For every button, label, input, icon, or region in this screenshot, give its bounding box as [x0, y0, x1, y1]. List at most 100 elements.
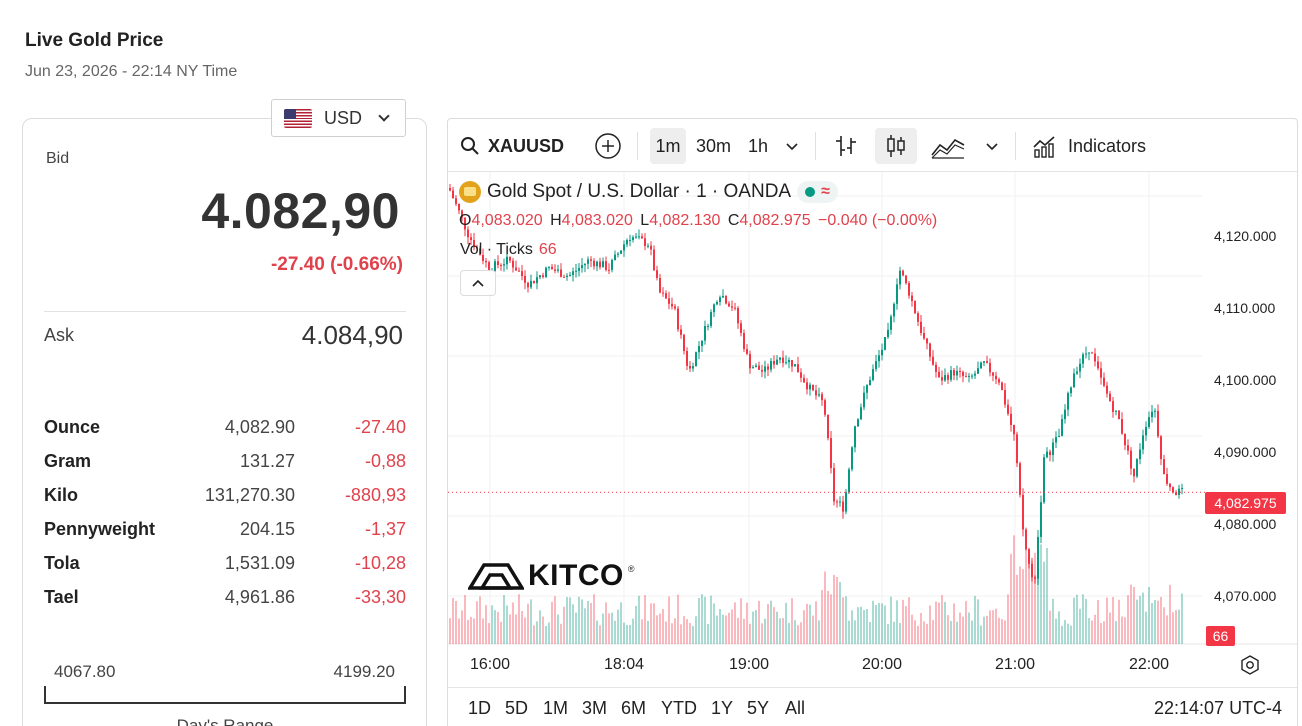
price-tick: 4,110.000 — [1214, 300, 1276, 316]
candle — [890, 316, 892, 330]
ohlc-values: O4,083.020 H4,083.020 L4,082.130 C4,082.… — [459, 212, 937, 230]
volume-bar — [1142, 592, 1144, 644]
price-tick: 4,120.000 — [1214, 228, 1277, 244]
volume-bar — [1055, 618, 1057, 644]
candle — [1016, 434, 1018, 464]
volume-bar — [758, 600, 760, 644]
candle — [1142, 435, 1144, 450]
candle — [572, 271, 574, 275]
candle — [722, 295, 724, 298]
volume-bar — [872, 600, 874, 644]
volume-bar — [491, 605, 493, 644]
interval-1m[interactable]: 1m — [650, 128, 686, 164]
candle — [962, 371, 964, 377]
volume-bar — [1049, 610, 1051, 644]
candle — [974, 373, 976, 376]
candles-style-button[interactable] — [875, 128, 917, 164]
compare-button[interactable] — [594, 128, 622, 164]
range-6m[interactable]: 6M — [621, 698, 647, 718]
candle — [659, 277, 661, 293]
volume-bar — [467, 619, 469, 644]
price-tick: 4,100.000 — [1214, 372, 1277, 388]
candle — [950, 370, 952, 380]
range-5d[interactable]: 5D — [505, 698, 529, 718]
candle — [830, 438, 832, 469]
candle — [605, 261, 607, 270]
candle — [797, 364, 799, 373]
unit-price-table: Ounce 4,082.90 -27.40 Gram 131.27 -0,88 … — [44, 410, 406, 614]
interval-1h[interactable]: 1h — [748, 135, 769, 156]
volume-bar — [917, 625, 919, 644]
volume-bar — [1109, 612, 1111, 644]
volume-bar — [656, 615, 658, 644]
market-status-pill[interactable]: ≈ — [797, 181, 838, 203]
volume-tag: 66 — [1206, 626, 1235, 646]
range-all[interactable]: All — [785, 698, 806, 718]
range-1d[interactable]: 1D — [468, 698, 492, 718]
candle — [1064, 409, 1066, 420]
candle — [1037, 536, 1039, 579]
high-value: 4,083.020 — [561, 212, 633, 229]
volume-bar — [635, 605, 637, 644]
volume-bar — [887, 624, 889, 644]
volume-bar — [539, 610, 541, 644]
volume-bar — [719, 608, 721, 644]
candle — [755, 365, 757, 368]
candle — [452, 190, 454, 199]
unit-name: Ounce — [44, 416, 101, 437]
candle — [653, 249, 655, 271]
wave-icon: ≈ — [821, 183, 830, 200]
volume-bar — [866, 609, 868, 644]
candle — [1124, 433, 1126, 446]
currency-label: USD — [324, 107, 363, 128]
volume-bar — [605, 602, 607, 644]
candle — [965, 376, 967, 378]
indicators-button[interactable]: Indicators — [1032, 128, 1146, 164]
volume-bar — [632, 618, 634, 644]
candle — [1097, 361, 1099, 369]
bid-label: Bid — [46, 150, 70, 167]
volume-bar — [575, 612, 577, 644]
candle — [857, 419, 859, 427]
candle — [818, 394, 820, 396]
chart-type-dropdown[interactable] — [984, 128, 1000, 164]
candle — [530, 280, 532, 288]
volume-bar — [890, 596, 892, 644]
collapse-legend-button[interactable] — [460, 270, 496, 296]
range-3m[interactable]: 3M — [582, 698, 608, 718]
currency-select[interactable]: USD — [271, 99, 406, 137]
bid-change: -27.40 (-0.66%) — [270, 254, 403, 275]
candle — [743, 333, 745, 350]
range-ytd[interactable]: YTD — [661, 698, 697, 718]
candle — [914, 301, 916, 314]
volume-bar — [665, 621, 667, 644]
area-style-button[interactable] — [931, 128, 965, 164]
interval-30m[interactable]: 30m — [696, 135, 732, 156]
candle — [1109, 393, 1111, 402]
candle — [788, 360, 790, 363]
volume-bar — [647, 620, 649, 644]
unit-change: -880,93 — [344, 484, 406, 505]
candle — [929, 343, 931, 357]
volume-bar — [527, 603, 529, 644]
area-chart-icon — [931, 138, 965, 159]
candle — [647, 245, 649, 247]
symbol-search[interactable]: XAUUSD — [460, 128, 564, 164]
interval-dropdown[interactable] — [784, 128, 800, 164]
candle — [1025, 529, 1027, 550]
chart-settings-button[interactable] — [1240, 655, 1260, 680]
volume-bar — [725, 615, 727, 644]
price-chart[interactable] — [448, 172, 1298, 687]
volume-bar — [767, 603, 769, 644]
range-5y[interactable]: 5Y — [747, 698, 770, 718]
volume-bar — [581, 599, 583, 644]
volume-bar — [1091, 620, 1093, 644]
bar-style-button[interactable] — [834, 128, 858, 164]
candle — [641, 236, 643, 239]
candle — [752, 367, 754, 369]
range-1y[interactable]: 1Y — [711, 698, 734, 718]
range-1m[interactable]: 1M — [543, 698, 569, 718]
volume-bar — [950, 621, 952, 644]
instrument-title: Gold Spot / U.S. Dollar · 1 · OANDA — [487, 181, 792, 202]
candle — [749, 353, 751, 369]
